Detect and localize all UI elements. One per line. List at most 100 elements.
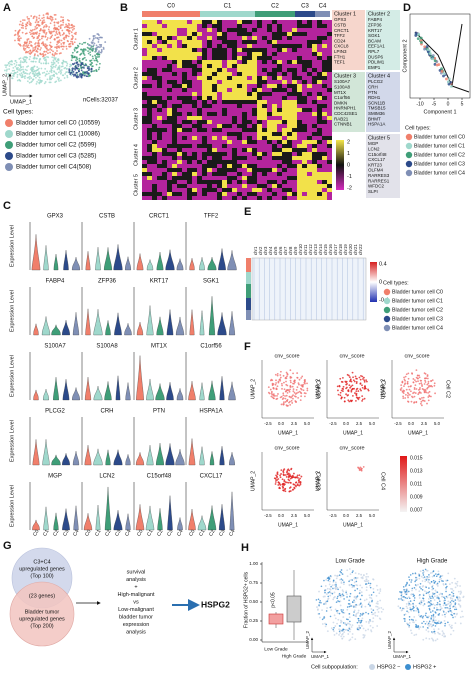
heat-cell xyxy=(197,180,202,184)
heat-cell xyxy=(327,64,332,68)
heat-cell xyxy=(192,96,197,100)
label: CRCT1 xyxy=(334,28,349,33)
point xyxy=(46,55,48,58)
heat-cell xyxy=(312,176,317,180)
point xyxy=(17,42,20,45)
heat-cell xyxy=(257,160,262,164)
heat-cell xyxy=(162,56,167,60)
heat-cell xyxy=(272,64,277,68)
heat-cell xyxy=(212,116,217,120)
point xyxy=(380,611,383,613)
legend-dot xyxy=(383,315,391,323)
point xyxy=(37,48,39,50)
heat-cell xyxy=(322,140,327,144)
heat-cell xyxy=(247,160,252,164)
heat-cell xyxy=(312,168,317,172)
heat-cell xyxy=(327,24,332,28)
heat-cell xyxy=(257,144,262,148)
point xyxy=(8,62,10,65)
heat-cell xyxy=(287,156,292,160)
label: UMAP_1 xyxy=(278,430,298,436)
heat-cell xyxy=(202,52,207,56)
heat-cell xyxy=(197,60,202,64)
heat-cell xyxy=(202,36,207,40)
heat-cell xyxy=(157,144,162,148)
heat-cell xyxy=(297,156,302,160)
point xyxy=(27,44,30,47)
violin xyxy=(33,389,39,401)
violin xyxy=(105,449,111,466)
heat-cell xyxy=(242,24,247,28)
heat-cell xyxy=(182,88,187,92)
point xyxy=(35,24,38,27)
point xyxy=(63,38,66,41)
point xyxy=(444,613,446,616)
point xyxy=(326,600,328,603)
point xyxy=(401,591,403,593)
heat-cell xyxy=(292,196,297,200)
heat-cell xyxy=(257,132,262,136)
venn-circle xyxy=(9,581,75,647)
point xyxy=(282,471,285,474)
heat-cell xyxy=(192,188,197,192)
label: ZFP36 xyxy=(98,279,117,285)
heat-cell xyxy=(307,188,312,192)
heat-cell xyxy=(147,100,152,104)
heat-cell xyxy=(302,164,307,168)
point xyxy=(17,69,20,71)
point xyxy=(23,72,26,75)
heat-cell xyxy=(322,40,327,44)
heat-cell xyxy=(277,156,282,160)
point xyxy=(427,391,429,394)
point xyxy=(429,611,432,613)
point xyxy=(325,623,328,626)
heat-cell xyxy=(292,112,297,116)
point xyxy=(407,590,410,593)
heat-cell xyxy=(222,128,227,132)
heat-cell xyxy=(222,184,227,188)
point xyxy=(451,591,453,594)
heat-cell xyxy=(157,80,162,84)
heat-cell xyxy=(312,192,317,196)
heat-cell xyxy=(197,52,202,56)
heat-cell xyxy=(197,124,202,128)
label: Bladder tumor cell C2 xyxy=(414,152,465,158)
point xyxy=(452,600,455,603)
heat-cell xyxy=(262,128,267,132)
heat-cell xyxy=(277,164,282,168)
point xyxy=(75,31,77,34)
heat-cell xyxy=(267,108,272,112)
heat-cell xyxy=(252,32,257,36)
heat-cell xyxy=(152,192,157,196)
heat-cell xyxy=(322,156,327,160)
heat-cell xyxy=(187,52,192,56)
point xyxy=(417,625,420,627)
point xyxy=(454,603,457,606)
point xyxy=(18,57,21,60)
heat-cell xyxy=(227,124,232,128)
cluster-strip xyxy=(246,272,251,284)
point xyxy=(441,614,444,616)
point xyxy=(28,78,31,80)
heat-cell xyxy=(292,188,297,192)
point xyxy=(317,598,320,601)
label: 5.0 xyxy=(304,421,311,426)
heat-cell xyxy=(287,148,292,152)
point xyxy=(276,372,279,375)
point xyxy=(341,610,343,613)
point xyxy=(43,71,46,74)
heat-cell xyxy=(242,96,247,100)
label: RAB21 xyxy=(334,116,349,121)
point xyxy=(49,51,51,54)
heat-cell xyxy=(167,88,172,92)
heat-cell xyxy=(307,164,312,168)
point xyxy=(367,388,369,391)
heat-cell xyxy=(187,148,192,152)
point xyxy=(338,625,341,627)
heat-cell xyxy=(267,180,272,184)
heat-cell xyxy=(142,92,147,96)
point xyxy=(428,615,430,618)
panel-label: B xyxy=(120,2,128,14)
heat-cell xyxy=(207,72,212,76)
point xyxy=(447,594,450,597)
